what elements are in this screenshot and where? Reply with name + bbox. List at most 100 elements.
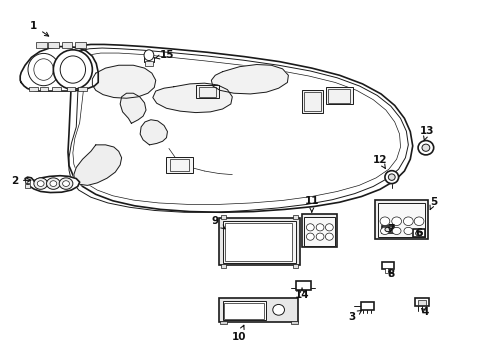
Bar [145,61,153,66]
Bar [170,159,188,171]
Bar [195,85,219,98]
Text: 13: 13 [419,126,434,141]
Ellipse shape [403,217,412,226]
Polygon shape [211,64,288,94]
Text: 5: 5 [429,197,436,210]
Bar [36,42,46,48]
Ellipse shape [417,140,433,155]
Ellipse shape [325,233,332,240]
Bar [290,320,297,324]
Bar [326,87,352,104]
Bar [219,298,298,321]
Polygon shape [25,176,80,193]
Ellipse shape [50,181,57,186]
Bar [224,224,292,261]
Bar [414,298,428,306]
Bar [293,215,298,220]
Text: 14: 14 [294,288,309,301]
Bar [381,262,393,269]
Ellipse shape [37,181,44,186]
Ellipse shape [325,224,332,231]
Text: 11: 11 [304,196,318,212]
Text: 6: 6 [415,228,422,238]
Bar [224,303,264,319]
Bar [61,42,72,48]
Polygon shape [120,93,146,123]
Ellipse shape [59,178,73,189]
Bar [302,215,336,247]
Bar [360,302,373,310]
Ellipse shape [316,224,324,231]
Bar [144,57,154,62]
Bar [304,217,334,246]
Bar [219,218,299,265]
Ellipse shape [306,224,314,231]
Ellipse shape [62,181,69,186]
Bar [293,264,298,268]
Ellipse shape [316,233,324,240]
Bar [296,282,310,291]
Bar [377,203,425,237]
Ellipse shape [413,217,423,226]
Bar [166,157,193,173]
Text: 8: 8 [386,269,394,279]
Bar [66,87,75,91]
Bar [25,184,30,188]
Ellipse shape [391,227,400,234]
Ellipse shape [306,233,314,240]
Bar [198,87,216,97]
Text: 2: 2 [11,176,31,186]
Ellipse shape [384,171,398,184]
Ellipse shape [46,178,60,189]
Bar [221,264,225,268]
Bar [374,201,427,239]
Bar [40,87,48,91]
Bar [222,221,295,263]
Ellipse shape [391,217,401,226]
Bar [384,268,387,273]
Bar [302,90,322,113]
Bar [220,320,226,324]
Ellipse shape [53,50,92,89]
Ellipse shape [144,50,154,60]
Text: 3: 3 [347,310,361,322]
Ellipse shape [272,305,284,315]
Bar [25,180,30,183]
Ellipse shape [421,144,429,151]
Ellipse shape [379,217,389,226]
Polygon shape [140,120,167,145]
Bar [48,42,59,48]
Ellipse shape [387,174,394,180]
Polygon shape [74,145,122,185]
Text: 12: 12 [372,155,386,168]
Ellipse shape [380,227,388,234]
Bar [381,226,393,233]
Text: 1: 1 [30,21,48,36]
Ellipse shape [403,227,412,234]
Bar [328,89,349,103]
Bar [221,215,225,220]
Bar [29,87,38,91]
Bar [304,93,320,111]
Polygon shape [92,65,156,98]
Text: 7: 7 [386,225,394,234]
Ellipse shape [28,53,59,86]
Bar [222,301,266,320]
Text: 15: 15 [154,50,174,60]
Bar [417,300,426,305]
Ellipse shape [60,56,85,83]
Ellipse shape [34,178,47,189]
Ellipse shape [34,59,53,80]
Text: 4: 4 [420,307,427,317]
Polygon shape [20,46,98,91]
Bar [75,42,85,48]
Polygon shape [153,83,232,113]
Polygon shape [68,44,412,212]
Bar [52,87,61,91]
Text: 9: 9 [211,216,224,229]
Bar [412,229,425,237]
Bar [78,87,86,91]
Bar [389,268,392,273]
Ellipse shape [415,231,422,236]
Text: 10: 10 [231,325,245,342]
